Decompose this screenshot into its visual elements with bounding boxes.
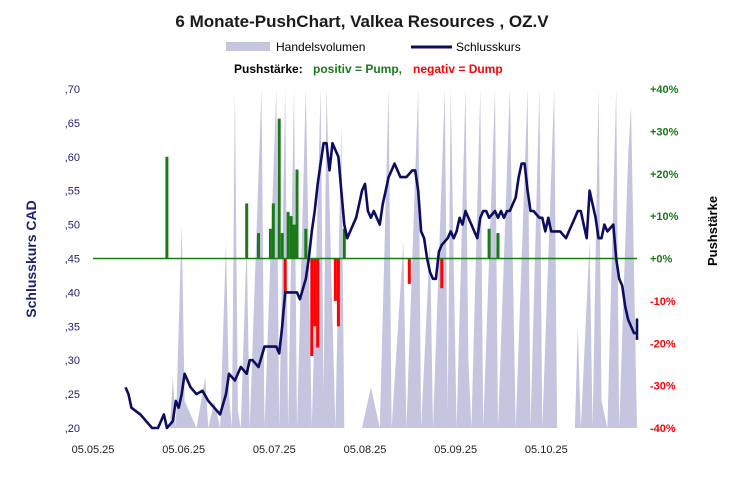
- legend-volume-swatch: [226, 42, 270, 51]
- push-bar: [313, 258, 317, 327]
- push-subtitle-prefix: Pushstärke:: [234, 62, 303, 76]
- y-tick-label: ,40: [65, 287, 80, 299]
- x-tick-label: 05.09.25: [434, 444, 477, 456]
- y-tick-label: ,35: [65, 321, 80, 333]
- push-bar: [487, 228, 491, 259]
- chart-title: 6 Monate-PushChart, Valkea Resources , O…: [175, 12, 549, 31]
- push-bar: [333, 258, 337, 301]
- y2-tick-label: +10%: [650, 211, 679, 223]
- push-bar: [304, 228, 308, 259]
- legend-volume-label: Handelsvolumen: [276, 40, 365, 54]
- push-bar: [245, 203, 249, 259]
- y-tick-label: ,65: [65, 118, 80, 130]
- push-subtitle-positive: positiv = Pump,: [313, 62, 402, 76]
- y2-tick-label: +0%: [650, 254, 673, 266]
- push-bar: [336, 258, 340, 327]
- y2-tick-label: +20%: [650, 169, 679, 181]
- push-bar: [496, 233, 500, 259]
- close-price-line: [124, 141, 639, 430]
- y2-tick-label: -20%: [650, 338, 676, 350]
- axes: ,20 ,25 ,30 ,35 ,40 ,45 ,50 ,55 ,60 ,65 ,70 -40% -30…: [65, 84, 679, 456]
- x-tick-label: 05.05.25: [72, 444, 115, 456]
- y-tick-label: ,45: [65, 254, 80, 266]
- push-bar: [268, 228, 272, 259]
- y-tick-label: ,55: [65, 186, 80, 198]
- y-tick-label: ,60: [65, 152, 80, 164]
- volume-area: [128, 89, 637, 428]
- push-bar: [280, 233, 284, 259]
- push-bar: [286, 211, 290, 259]
- y2-tick-label: -30%: [650, 381, 676, 393]
- y-tick-label: ,50: [65, 220, 80, 232]
- y2-tick-label: +40%: [650, 84, 679, 96]
- push-bar: [257, 233, 260, 259]
- push-bar: [316, 258, 320, 348]
- y-tick-label: ,70: [65, 84, 80, 96]
- legend: Handelsvolumen Schlusskurs: [226, 40, 521, 54]
- push-bar: [295, 169, 299, 259]
- legend-close-label: Schlusskurs: [456, 40, 521, 54]
- push-subtitle: Pushstärke: positiv = Pump, negativ = Du…: [234, 62, 503, 76]
- push-bar: [292, 224, 296, 259]
- y2-tick-label: +30%: [650, 126, 679, 138]
- y2-axis-title: Pushstärke: [705, 196, 720, 266]
- push-bar: [342, 228, 346, 259]
- y2-tick-label: -40%: [650, 423, 676, 435]
- push-bar: [289, 216, 293, 259]
- y-axis-title: Schlusskurs CAD: [23, 200, 39, 317]
- push-bar: [271, 203, 275, 259]
- x-tick-label: 05.10.25: [525, 444, 568, 456]
- x-tick-label: 05.07.25: [253, 444, 296, 456]
- push-bar: [440, 258, 444, 289]
- y-tick-label: ,25: [65, 389, 80, 401]
- push-bar: [310, 258, 314, 356]
- push-bar: [277, 118, 281, 259]
- plot-area: [93, 89, 639, 430]
- push-subtitle-negative: negativ = Dump: [413, 62, 503, 76]
- push-bar: [283, 258, 287, 293]
- x-tick-label: 05.08.25: [344, 444, 387, 456]
- x-tick-label: 05.06.25: [162, 444, 205, 456]
- push-bar: [165, 156, 169, 259]
- push-bar: [407, 258, 411, 284]
- y2-tick-label: -10%: [650, 296, 676, 308]
- y-tick-label: ,30: [65, 355, 80, 367]
- y-tick-label: ,20: [65, 423, 80, 435]
